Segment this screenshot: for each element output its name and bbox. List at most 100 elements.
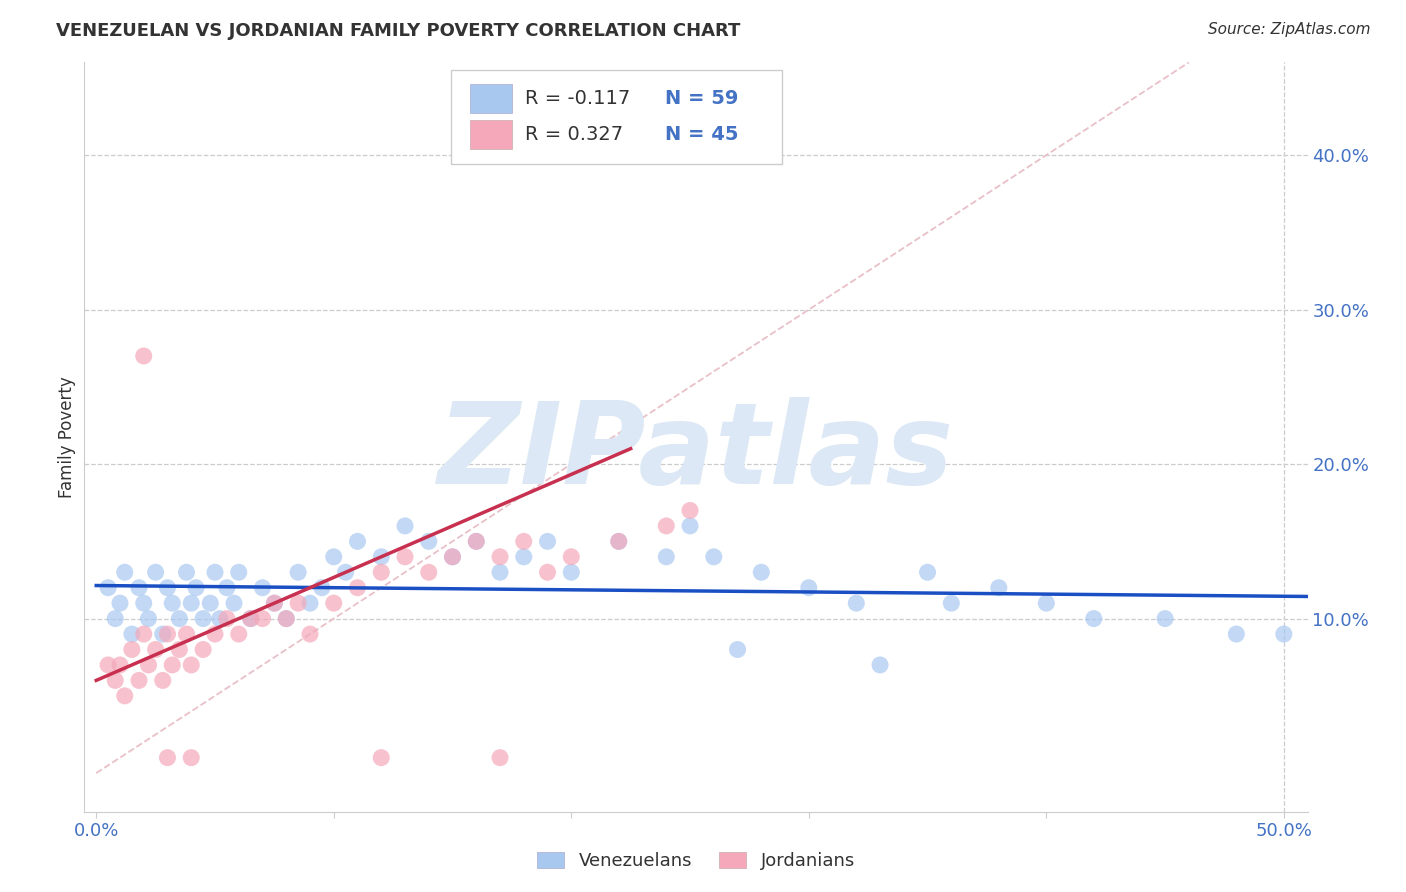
Point xyxy=(215,612,238,626)
Point xyxy=(560,549,582,564)
Point xyxy=(222,596,245,610)
Point xyxy=(108,657,131,672)
Point xyxy=(132,349,155,363)
Point xyxy=(749,566,772,580)
Point xyxy=(128,673,150,688)
Point xyxy=(252,612,274,626)
Point xyxy=(287,566,309,580)
Point xyxy=(441,549,464,564)
Point xyxy=(869,657,891,672)
Point xyxy=(97,581,120,595)
Text: Source: ZipAtlas.com: Source: ZipAtlas.com xyxy=(1208,22,1371,37)
Point xyxy=(263,596,285,610)
Text: R = 0.327: R = 0.327 xyxy=(524,125,623,144)
Point xyxy=(513,534,536,549)
Point xyxy=(655,519,678,533)
Point xyxy=(797,581,820,595)
Point xyxy=(114,566,136,580)
Point xyxy=(322,549,344,564)
Point xyxy=(917,566,939,580)
Point xyxy=(655,549,678,564)
Text: VENEZUELAN VS JORDANIAN FAMILY POVERTY CORRELATION CHART: VENEZUELAN VS JORDANIAN FAMILY POVERTY C… xyxy=(56,22,741,40)
Point xyxy=(418,566,440,580)
Point xyxy=(176,627,198,641)
Point xyxy=(97,657,120,672)
Point xyxy=(162,657,184,672)
Point xyxy=(418,534,440,549)
Text: N = 59: N = 59 xyxy=(665,89,738,108)
Point xyxy=(1083,612,1105,626)
Point xyxy=(180,750,202,764)
Point xyxy=(607,534,630,549)
Point xyxy=(489,566,512,580)
Point xyxy=(180,596,202,610)
Point xyxy=(335,566,357,580)
Point xyxy=(228,627,250,641)
Point xyxy=(156,581,179,595)
Point xyxy=(845,596,868,610)
Point xyxy=(727,642,749,657)
Point xyxy=(322,596,344,610)
Point xyxy=(169,642,191,657)
Point xyxy=(560,566,582,580)
Point xyxy=(121,627,143,641)
Point xyxy=(138,657,160,672)
Point xyxy=(703,549,725,564)
Point xyxy=(465,534,488,549)
Point xyxy=(228,566,250,580)
Point xyxy=(465,117,488,131)
Point xyxy=(441,549,464,564)
FancyBboxPatch shape xyxy=(451,70,782,163)
Point xyxy=(536,566,558,580)
Point xyxy=(370,750,392,764)
Point xyxy=(489,549,512,564)
Point xyxy=(513,549,536,564)
Point xyxy=(263,596,285,610)
Point xyxy=(162,596,184,610)
Point xyxy=(287,596,309,610)
Point xyxy=(152,673,174,688)
Point xyxy=(191,612,214,626)
Point xyxy=(1035,596,1057,610)
Point xyxy=(156,627,179,641)
Text: ZIPatlas: ZIPatlas xyxy=(437,397,955,508)
Point xyxy=(180,657,202,672)
Point xyxy=(145,566,167,580)
Point xyxy=(941,596,963,610)
Point xyxy=(394,519,416,533)
Point xyxy=(298,627,321,641)
FancyBboxPatch shape xyxy=(470,120,513,149)
Point xyxy=(489,750,512,764)
Point xyxy=(121,642,143,657)
Point xyxy=(176,566,198,580)
Point xyxy=(108,596,131,610)
Text: N = 45: N = 45 xyxy=(665,125,740,144)
Point xyxy=(276,612,298,626)
Point xyxy=(132,596,155,610)
Point xyxy=(465,534,488,549)
Point xyxy=(191,642,214,657)
Point xyxy=(215,581,238,595)
Point xyxy=(152,627,174,641)
Point xyxy=(370,566,392,580)
Point xyxy=(252,581,274,595)
Point xyxy=(204,566,226,580)
Point xyxy=(346,534,368,549)
Text: R = -0.117: R = -0.117 xyxy=(524,89,630,108)
FancyBboxPatch shape xyxy=(470,84,513,112)
Point xyxy=(200,596,222,610)
Point xyxy=(311,581,333,595)
Point xyxy=(128,581,150,595)
Point xyxy=(208,612,231,626)
Point xyxy=(114,689,136,703)
Point xyxy=(156,750,179,764)
Legend: Venezuelans, Jordanians: Venezuelans, Jordanians xyxy=(530,845,862,878)
Point xyxy=(298,596,321,610)
Point xyxy=(679,519,702,533)
Y-axis label: Family Poverty: Family Poverty xyxy=(58,376,76,498)
Point xyxy=(204,627,226,641)
Point xyxy=(239,612,262,626)
Point xyxy=(1272,627,1295,641)
Point xyxy=(1225,627,1247,641)
Point xyxy=(169,612,191,626)
